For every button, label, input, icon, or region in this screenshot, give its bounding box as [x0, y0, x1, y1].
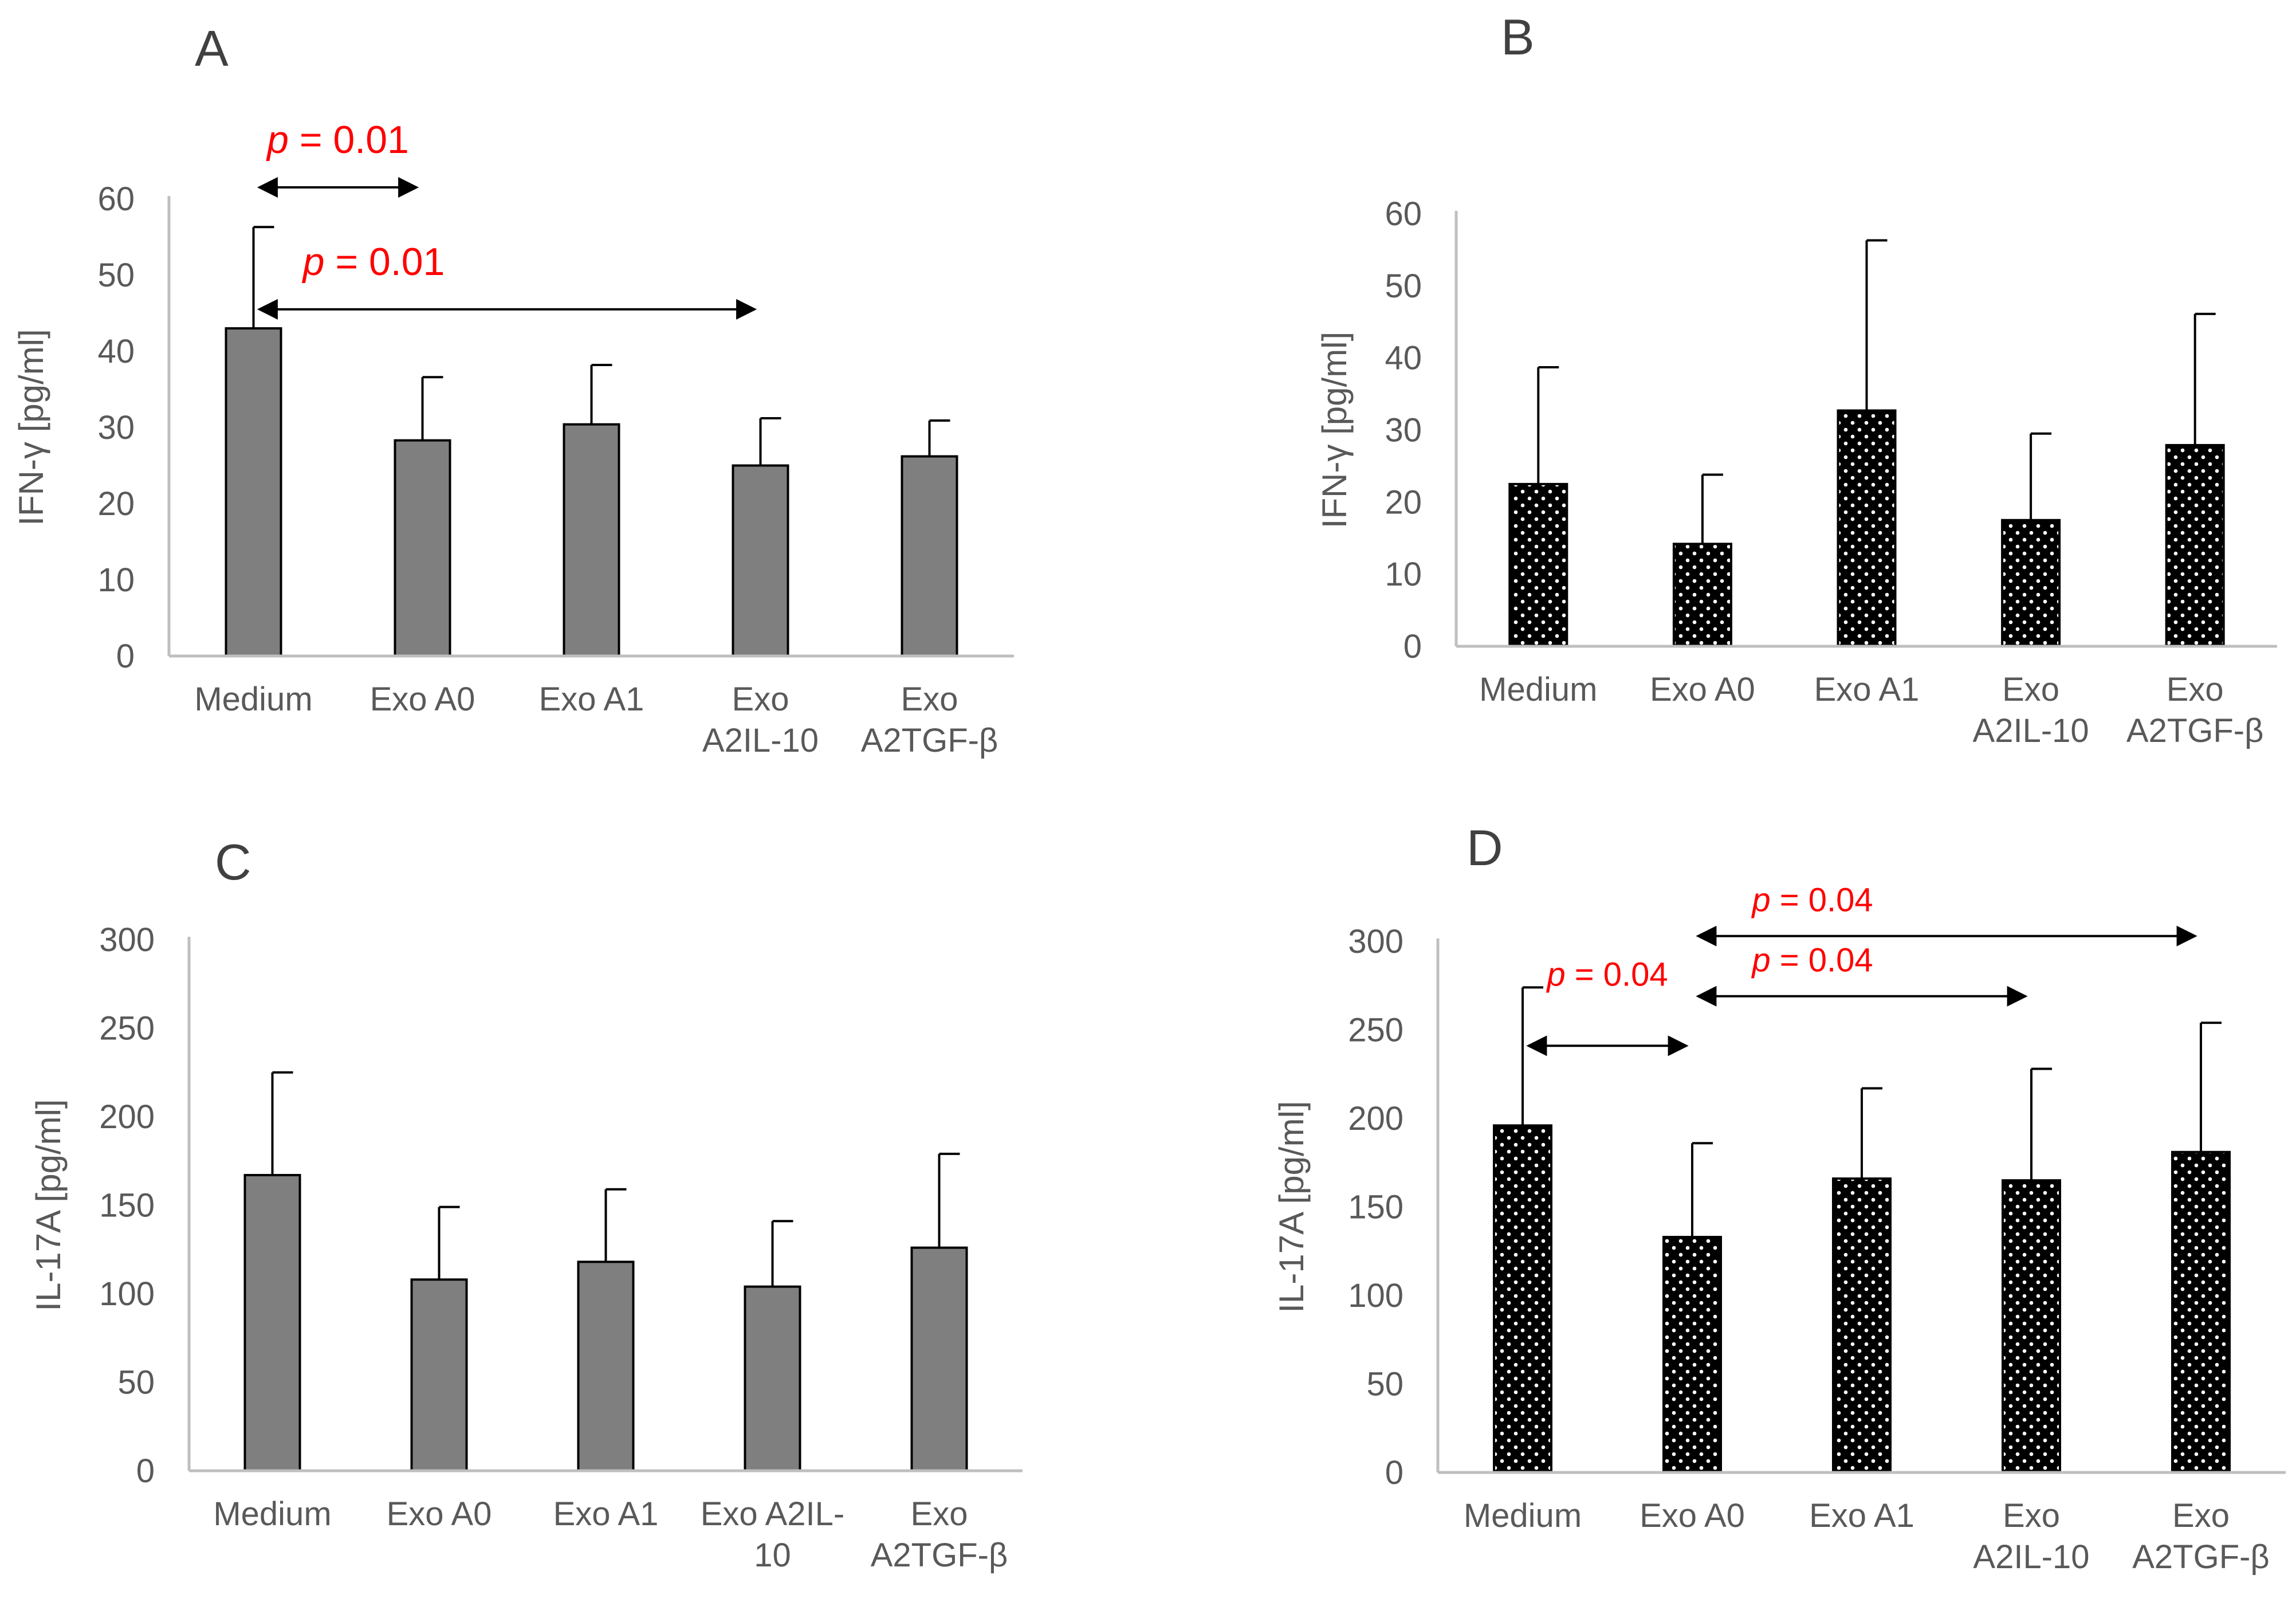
- bar: [1493, 1124, 1552, 1474]
- y-axis-label: IFN-γ [pg/ml]: [12, 329, 50, 525]
- y-tick-label: 50: [97, 257, 135, 294]
- y-tick-label: 0: [1385, 1454, 1403, 1491]
- y-tick-label: 20: [1385, 484, 1422, 521]
- bar: [577, 1260, 635, 1472]
- y-tick-label: 50: [1366, 1366, 1403, 1403]
- bar: [1837, 409, 1897, 648]
- bar: [732, 464, 789, 657]
- y-tick-label: 10: [97, 561, 135, 599]
- y-tick-label: 60: [97, 180, 135, 218]
- y-tick-label: 40: [97, 333, 135, 370]
- y-tick-label: 30: [97, 409, 135, 446]
- y-tick-label: 0: [116, 638, 135, 675]
- panel-letter-a: A: [195, 20, 229, 77]
- x-tick-label: Exo A1: [1814, 671, 1920, 708]
- y-tick-label: 10: [1385, 556, 1422, 593]
- y-tick-label: 100: [99, 1275, 155, 1313]
- bar: [744, 1285, 801, 1472]
- y-tick-label: 50: [1385, 268, 1422, 305]
- bar: [1662, 1236, 1722, 1474]
- x-tick-label: A2IL-10: [702, 722, 819, 759]
- y-tick-label: 300: [1348, 923, 1403, 960]
- bar: [563, 423, 620, 657]
- y-tick-label: 30: [1385, 412, 1422, 449]
- y-tick-label: 20: [97, 485, 135, 523]
- x-tick-label: Exo: [2002, 671, 2059, 708]
- bar: [901, 455, 958, 657]
- y-tick-label: 40: [1385, 340, 1422, 377]
- panel-letter-c: C: [215, 834, 251, 890]
- y-axis-label: IL-17A [pg/ml]: [1272, 1101, 1311, 1313]
- x-tick-label: Exo A0: [370, 681, 475, 718]
- bar: [1672, 543, 1732, 647]
- y-tick-label: 200: [99, 1098, 155, 1136]
- bar: [2165, 443, 2225, 647]
- p-value-label: p = 0.01: [302, 240, 445, 284]
- x-tick-label: Exo A2IL-: [701, 1495, 844, 1533]
- p-value-label: p = 0.04: [1546, 956, 1668, 993]
- bar: [2002, 1179, 2061, 1474]
- bar: [2171, 1150, 2231, 1474]
- x-tick-label: A2IL-10: [1973, 712, 2089, 749]
- x-tick-label: Exo A0: [1640, 1497, 1745, 1534]
- panel-b: B 0 10 20 30 40 50 60 IFN-γ [pg/ml] Medium Exo A0…: [1315, 9, 2277, 749]
- y-tick-label: 150: [99, 1187, 155, 1224]
- y-tick-label: 150: [1348, 1189, 1403, 1226]
- p-value-label: p = 0.04: [1751, 942, 1873, 979]
- x-tick-label: 10: [754, 1537, 791, 1574]
- panel-a: A 0 10 20 30 40 50 60 IFN-γ [pg/ml] Medium Exo A0…: [12, 20, 1014, 759]
- y-tick-label: 0: [136, 1452, 155, 1490]
- x-tick-label: Exo A0: [1650, 671, 1755, 708]
- bar: [225, 327, 282, 657]
- x-tick-label: A2TGF-β: [871, 1537, 1008, 1574]
- y-tick-label: 200: [1348, 1100, 1403, 1137]
- bar: [1832, 1177, 1892, 1474]
- x-tick-label: A2TGF-β: [2126, 712, 2264, 749]
- x-tick-label: A2IL-10: [1973, 1538, 2089, 1576]
- p-value-label: p = 0.04: [1751, 881, 1873, 918]
- p-value-label: p = 0.01: [266, 118, 409, 162]
- x-tick-label: Medium: [213, 1495, 331, 1533]
- bar: [1508, 482, 1568, 647]
- x-tick-label: A2TGF-β: [861, 722, 998, 759]
- panel-d: D 0 50 100 150 200 250 300 IL-17A [pg/ml] Medium…: [1272, 819, 2286, 1576]
- x-tick-label: Exo A1: [539, 681, 644, 718]
- x-tick-label: Exo A1: [1809, 1497, 1914, 1534]
- y-tick-label: 100: [1348, 1277, 1403, 1314]
- x-tick-label: Medium: [194, 681, 312, 718]
- x-tick-label: Exo: [2172, 1497, 2230, 1534]
- y-tick-label: 250: [99, 1010, 155, 1047]
- x-tick-label: Medium: [1479, 671, 1597, 708]
- y-tick-label: 300: [99, 921, 155, 959]
- x-tick-label: Exo: [2167, 671, 2224, 708]
- bar: [394, 439, 451, 657]
- x-tick-label: Exo: [901, 681, 958, 718]
- x-tick-label: Exo: [732, 681, 789, 718]
- bar: [2001, 519, 2061, 648]
- x-tick-label: Exo A1: [553, 1495, 659, 1533]
- y-tick-label: 50: [117, 1364, 155, 1401]
- panel-letter-d: D: [1467, 819, 1503, 876]
- x-tick-label: Exo A0: [387, 1495, 492, 1533]
- x-tick-label: Exo: [911, 1495, 968, 1533]
- bar: [910, 1246, 968, 1472]
- panel-c: C 0 50 100 150 200 250 300 IL-17A [pg/ml] Medium…: [29, 834, 1023, 1574]
- y-axis-label: IFN-γ [pg/ml]: [1315, 332, 1354, 528]
- y-axis-label: IL-17A [pg/ml]: [29, 1099, 68, 1311]
- x-tick-label: Medium: [1464, 1497, 1582, 1534]
- y-tick-label: 250: [1348, 1012, 1403, 1049]
- panel-letter-b: B: [1501, 9, 1535, 65]
- bar: [243, 1173, 301, 1472]
- y-tick-label: 60: [1385, 195, 1422, 233]
- x-tick-label: A2TGF-β: [2132, 1538, 2270, 1576]
- x-tick-label: Exo: [2003, 1497, 2060, 1534]
- y-tick-label: 0: [1403, 628, 1422, 665]
- bar: [410, 1278, 468, 1472]
